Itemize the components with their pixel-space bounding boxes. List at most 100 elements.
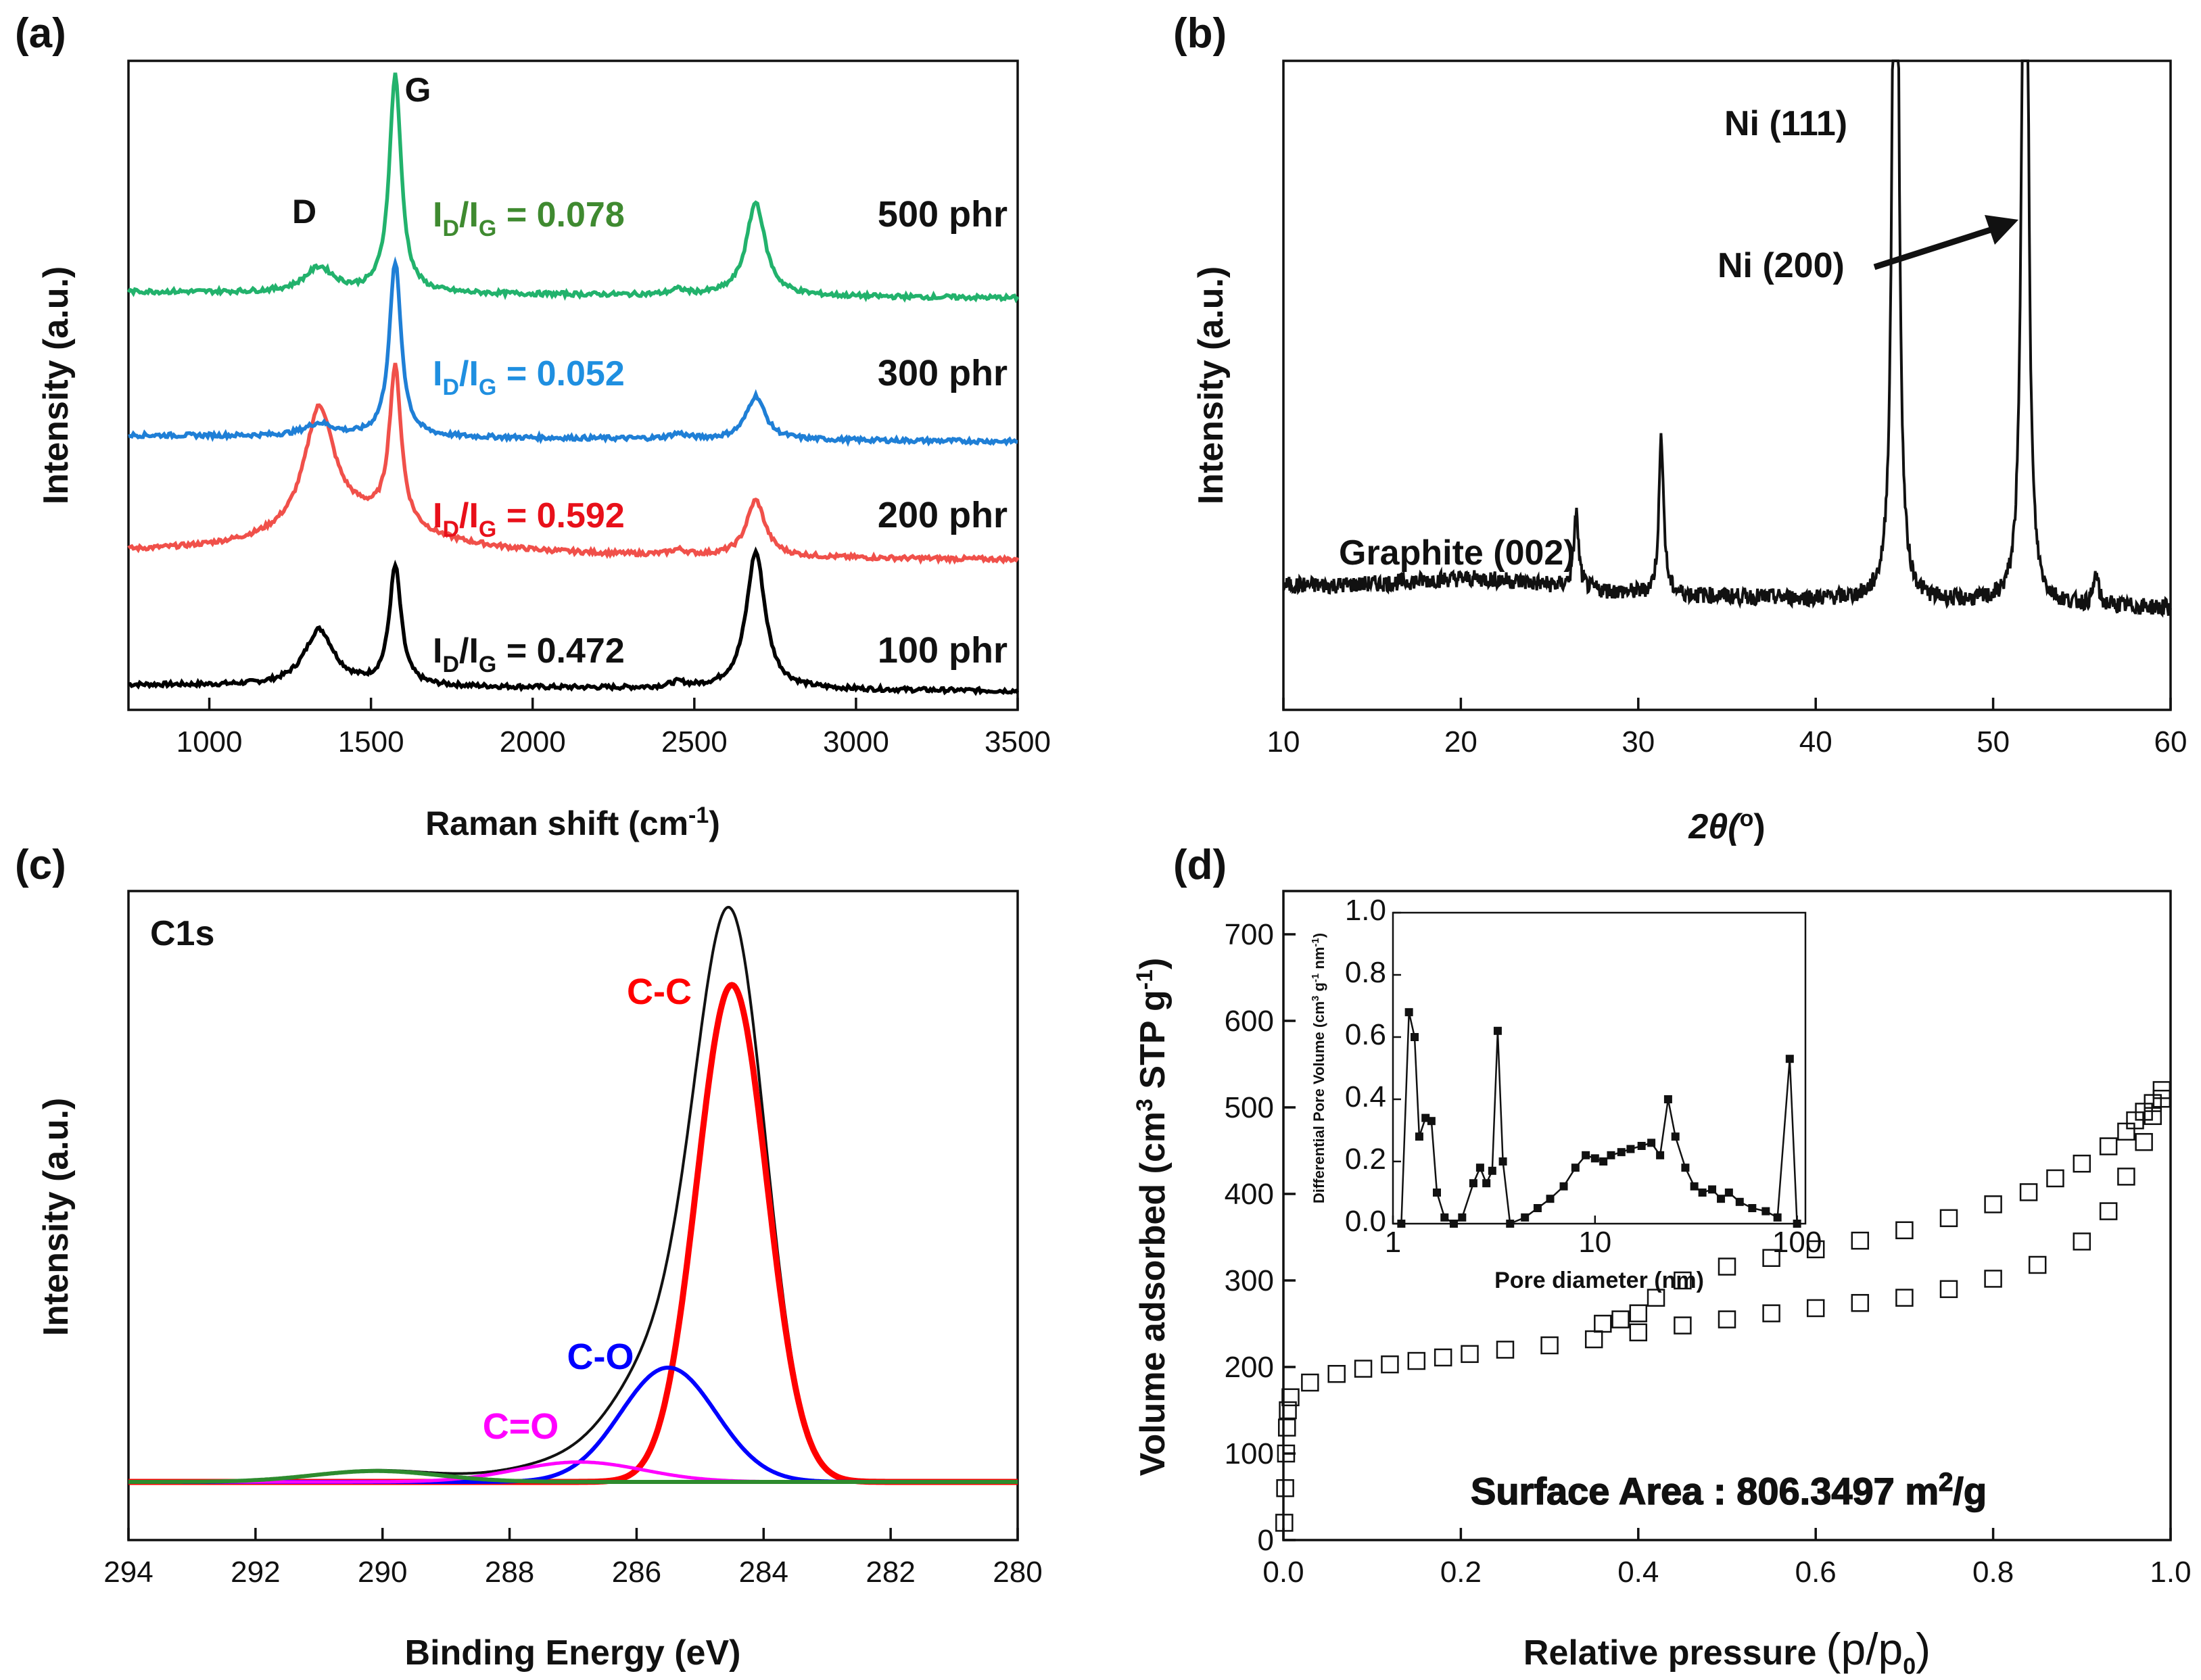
inset-psd-point — [1761, 1207, 1770, 1216]
panel-c-xlabel: Binding Energy (eV) — [405, 1633, 741, 1673]
panel-d-ytick-label: 100 — [1225, 1437, 1274, 1470]
adsorption-point — [1277, 1444, 1296, 1463]
series-label-200-phr: 200 phr — [878, 495, 1008, 535]
inset-ytick-label: 1.0 — [1345, 894, 1386, 927]
series-line-300-phr — [128, 256, 1018, 448]
annotation-ni-200: Ni (200) — [1718, 246, 1845, 285]
inset-psd-point — [1475, 1163, 1484, 1172]
adsorption-point — [1281, 1388, 1300, 1407]
inset-psd-point — [1506, 1220, 1515, 1228]
adsorption-point — [1540, 1336, 1559, 1355]
inset-psd-point — [1590, 1154, 1599, 1163]
panel-c-xtick-label: 280 — [993, 1556, 1042, 1589]
panel-d-xtick-label: 0.8 — [1972, 1556, 2014, 1589]
peak-label-d: D — [292, 193, 316, 231]
desorption-point — [2046, 1169, 2064, 1188]
panel-b-xtick-label: 40 — [1799, 725, 1832, 759]
panel-b-xtick-label: 50 — [1977, 725, 2010, 759]
panel-a-xtick-label: 1500 — [338, 725, 404, 759]
c-double-o-peak-label: C=O — [483, 1406, 559, 1447]
inset-psd-point — [1404, 1008, 1413, 1017]
adsorption-point — [1279, 1401, 1297, 1420]
inset-psd-point — [1681, 1163, 1690, 1172]
panel-b-chart: 2θ(o) Intensity (a.u.) Graphite (002) Ni… — [1191, 59, 2187, 846]
series-label-100-phr: 100 phr — [878, 630, 1008, 671]
desorption-point — [2019, 1183, 2038, 1201]
adsorption-point — [2099, 1202, 2118, 1220]
panel-d-ytick-label: 300 — [1225, 1264, 1274, 1297]
desorption-point — [1629, 1304, 1648, 1322]
inset-psd-point — [1546, 1195, 1555, 1203]
inset-psd-point — [1698, 1189, 1707, 1197]
desorption-point — [1674, 1271, 1692, 1290]
adsorption-point — [1895, 1289, 1914, 1307]
pore-size-inset: Pore diameter (nm) Differential Pore Vol… — [1310, 894, 1822, 1293]
inset-psd-point — [1785, 1055, 1794, 1063]
inset-ytick-label: 0.6 — [1345, 1018, 1386, 1051]
panel-d-xtick-label: 0.2 — [1440, 1556, 1482, 1589]
desorption-point — [1594, 1314, 1612, 1333]
inset-frame — [1392, 911, 1807, 1225]
panel-c-frame — [127, 890, 1019, 1541]
inset-psd-point — [1440, 1213, 1449, 1222]
series-line-500-phr — [126, 72, 1020, 304]
inset-xlabel: Pore diameter (nm) — [1494, 1268, 1704, 1293]
desorption-point — [1611, 1310, 1630, 1328]
inset-xtick-label: 100 — [1772, 1226, 1822, 1259]
inset-psd-point — [1607, 1151, 1615, 1159]
adsorption-point — [2073, 1232, 2091, 1251]
inset-psd-point — [1735, 1197, 1744, 1206]
inset-psd-point — [1637, 1142, 1646, 1150]
desorption-point — [1718, 1257, 1736, 1276]
panel-a-xtick-label: 2000 — [500, 725, 566, 759]
panel-d-xtick-label: 1.0 — [2150, 1556, 2191, 1589]
panel-a-ylabel: Intensity (a.u.) — [37, 266, 76, 504]
inset-ytick-label: 0.2 — [1345, 1143, 1386, 1176]
inset-xtick-label: 10 — [1578, 1226, 1611, 1259]
adsorption-point — [1434, 1348, 1452, 1367]
desorption-point — [1895, 1221, 1914, 1240]
desorption-point — [1851, 1231, 1870, 1250]
inset-psd-point — [1427, 1117, 1436, 1126]
panel-c-xtick-label: 284 — [739, 1556, 788, 1589]
panel-b-xtick-label: 10 — [1267, 725, 1300, 759]
panel-c-title: C1s — [150, 914, 214, 953]
ni-200-arrow-line — [1873, 225, 1996, 270]
panel-b-xlabel: 2θ(o) — [1688, 806, 1765, 846]
series-line-200-phr — [127, 362, 1020, 565]
inset-psd-point — [1647, 1138, 1656, 1147]
adsorption-point — [1851, 1294, 1870, 1312]
peak-label-g: G — [405, 71, 431, 109]
inset-psd-point — [1415, 1132, 1423, 1141]
inset-psd-point — [1656, 1151, 1665, 1159]
panel-c-xtick-label: 286 — [612, 1556, 661, 1589]
panel-b-frame — [1282, 59, 2172, 711]
panel-b-xtick-label: 30 — [1622, 725, 1655, 759]
panel-d-ylabel: Volume adsorbed (cm3 STP g-1) — [1132, 958, 1173, 1477]
panel-d-ytick-label: 700 — [1225, 918, 1274, 951]
series-label-300-phr: 300 phr — [878, 353, 1008, 393]
adsorption-point — [1276, 1479, 1294, 1497]
panel-a-xtick-label: 2500 — [661, 725, 728, 759]
inset-psd-point — [1690, 1182, 1699, 1191]
inset-psd-point — [1498, 1157, 1507, 1166]
adsorption-point — [1939, 1280, 1958, 1299]
panel-d-label: (d) — [1173, 842, 1227, 888]
adsorption-point — [1629, 1323, 1648, 1342]
panel-d-ytick-label: 200 — [1225, 1351, 1274, 1384]
inset-psd-point — [1449, 1220, 1458, 1228]
inset-psd-point — [1458, 1213, 1467, 1222]
adsorption-point — [1275, 1514, 1294, 1532]
panel-b-label: (b) — [1173, 10, 1227, 57]
panel-a-label: (a) — [15, 10, 66, 57]
panel-c-label: (c) — [15, 842, 66, 888]
desorption-point — [1984, 1195, 2002, 1214]
adsorption-point — [1407, 1351, 1426, 1370]
panel-a-chart: Raman shift (cm-1) Intensity (a.u.) D G … — [37, 59, 1051, 842]
panel-c-xtick-label: 294 — [103, 1556, 153, 1589]
panel-a-xlabel: Raman shift (cm-1) — [425, 802, 720, 842]
inset-ylabel: Differential Pore Volume (cm3 g-1 nm-1) — [1310, 933, 1327, 1203]
c-c-peak-label: C-C — [627, 971, 692, 1012]
desorption-point — [2117, 1122, 2135, 1141]
